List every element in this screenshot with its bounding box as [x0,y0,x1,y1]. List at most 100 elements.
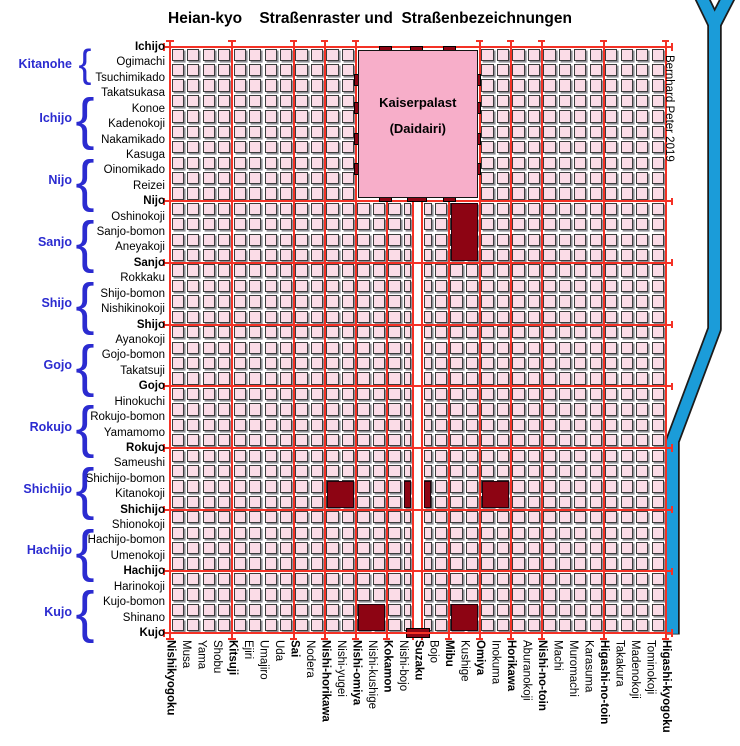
city-block [218,64,231,77]
city-block [496,326,510,339]
city-block [620,341,633,354]
brace-glyph: { [75,457,95,522]
city-block [388,264,401,277]
city-block [481,526,494,539]
city-block [218,218,231,231]
city-block [424,341,432,354]
city-block [403,341,412,354]
city-block [372,418,386,431]
city-block [558,156,571,169]
city-block [403,557,412,570]
city-block [249,326,262,339]
city-block [424,403,432,416]
city-block [527,526,541,539]
city-block [310,141,324,154]
block-east-of-suzaku [424,480,432,508]
city-block [465,557,479,570]
city-block [218,233,231,246]
col-street-label-muromachi: Muromachi [567,640,580,697]
city-block [233,94,246,108]
city-block [496,372,510,385]
city-block [512,434,525,447]
city-block [279,295,293,308]
city-block [218,418,231,431]
city-block [372,233,386,246]
city-block [620,511,633,524]
city-block [620,156,633,169]
saiji-west-temple [357,604,385,631]
city-block [372,572,386,586]
city-block [589,372,602,385]
city-block [295,48,308,61]
col-street-label-nishi-no-toin: Nishi-no-toin [536,640,549,711]
city-block [527,387,541,401]
city-block [465,403,479,416]
city-block [424,588,432,601]
city-block [434,310,448,323]
city-block [605,449,618,462]
city-block [326,357,339,370]
city-block [310,572,324,586]
city-block [249,141,262,154]
city-block [202,526,215,539]
city-block [651,495,664,509]
city-block [295,372,308,385]
col-street-label-ejiri: Ejiri [241,640,254,660]
city-block [249,64,262,77]
city-block [233,619,246,632]
city-block [605,125,618,138]
city-block [636,94,649,108]
city-block [218,79,231,92]
city-block [187,202,200,216]
city-block [620,403,633,416]
city-block [465,326,479,339]
city-block [636,48,649,61]
city-block [527,279,541,293]
city-block [279,326,293,339]
city-block [574,372,587,385]
city-block [218,310,231,323]
city-block [512,418,525,431]
city-block [450,326,463,339]
city-block [574,542,587,555]
city-block [589,357,602,370]
city-block [620,218,633,231]
city-block [527,341,541,354]
city-block [171,357,184,370]
city-block [295,464,308,478]
city-block [264,218,277,231]
district-label-shijo: Shijo [41,296,72,311]
credit-text: Bernhard Peter 2019 [663,55,675,162]
city-block [233,418,246,431]
city-block [249,79,262,92]
city-block [543,511,556,524]
city-block [512,125,525,138]
city-block [218,279,231,293]
city-block [434,372,448,385]
city-block [264,264,277,277]
city-block [605,295,618,308]
city-block [403,233,412,246]
city-block [481,264,494,277]
col-street-label-karasuma: Karasuma [582,640,595,693]
city-block [424,526,432,539]
city-block [326,249,339,262]
city-block [481,572,494,586]
col-street-label-nodera: Nodera [303,640,316,678]
col-street-label-shobu: Shobu [210,640,223,674]
brace-glyph: { [75,333,95,398]
city-block [341,156,355,169]
city-block [465,418,479,431]
district-brace-gojo: { [75,337,94,394]
city-block [481,94,494,108]
city-block [341,341,355,354]
city-block [249,619,262,632]
city-block [326,542,339,555]
city-block [543,387,556,401]
city-block [202,218,215,231]
city-block [558,110,571,123]
city-block [574,233,587,246]
city-block [574,264,587,277]
city-block [558,64,571,77]
city-block [372,434,386,447]
